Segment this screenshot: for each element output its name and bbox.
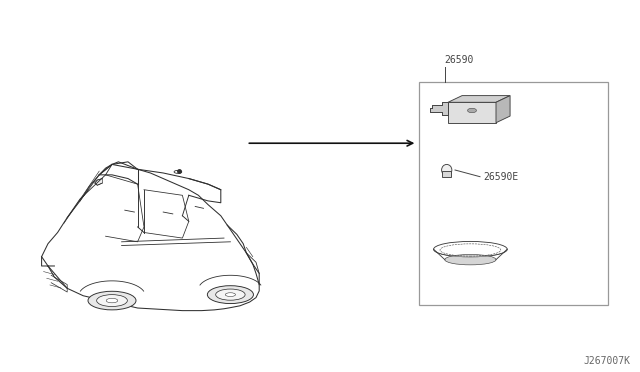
Ellipse shape — [442, 164, 452, 176]
Ellipse shape — [97, 295, 127, 307]
Ellipse shape — [88, 291, 136, 310]
Polygon shape — [496, 96, 510, 123]
Bar — [442, 171, 451, 177]
Polygon shape — [448, 96, 510, 102]
Ellipse shape — [106, 298, 118, 303]
Polygon shape — [430, 102, 448, 115]
Text: J267007K: J267007K — [584, 356, 630, 366]
Ellipse shape — [467, 108, 476, 113]
Ellipse shape — [445, 254, 496, 265]
Text: 26590E: 26590E — [483, 172, 518, 182]
Polygon shape — [448, 102, 496, 123]
Polygon shape — [95, 179, 102, 185]
Bar — [419, 82, 608, 305]
Text: 26590: 26590 — [445, 55, 474, 65]
Ellipse shape — [207, 286, 253, 304]
Ellipse shape — [225, 293, 236, 296]
Ellipse shape — [216, 289, 245, 300]
